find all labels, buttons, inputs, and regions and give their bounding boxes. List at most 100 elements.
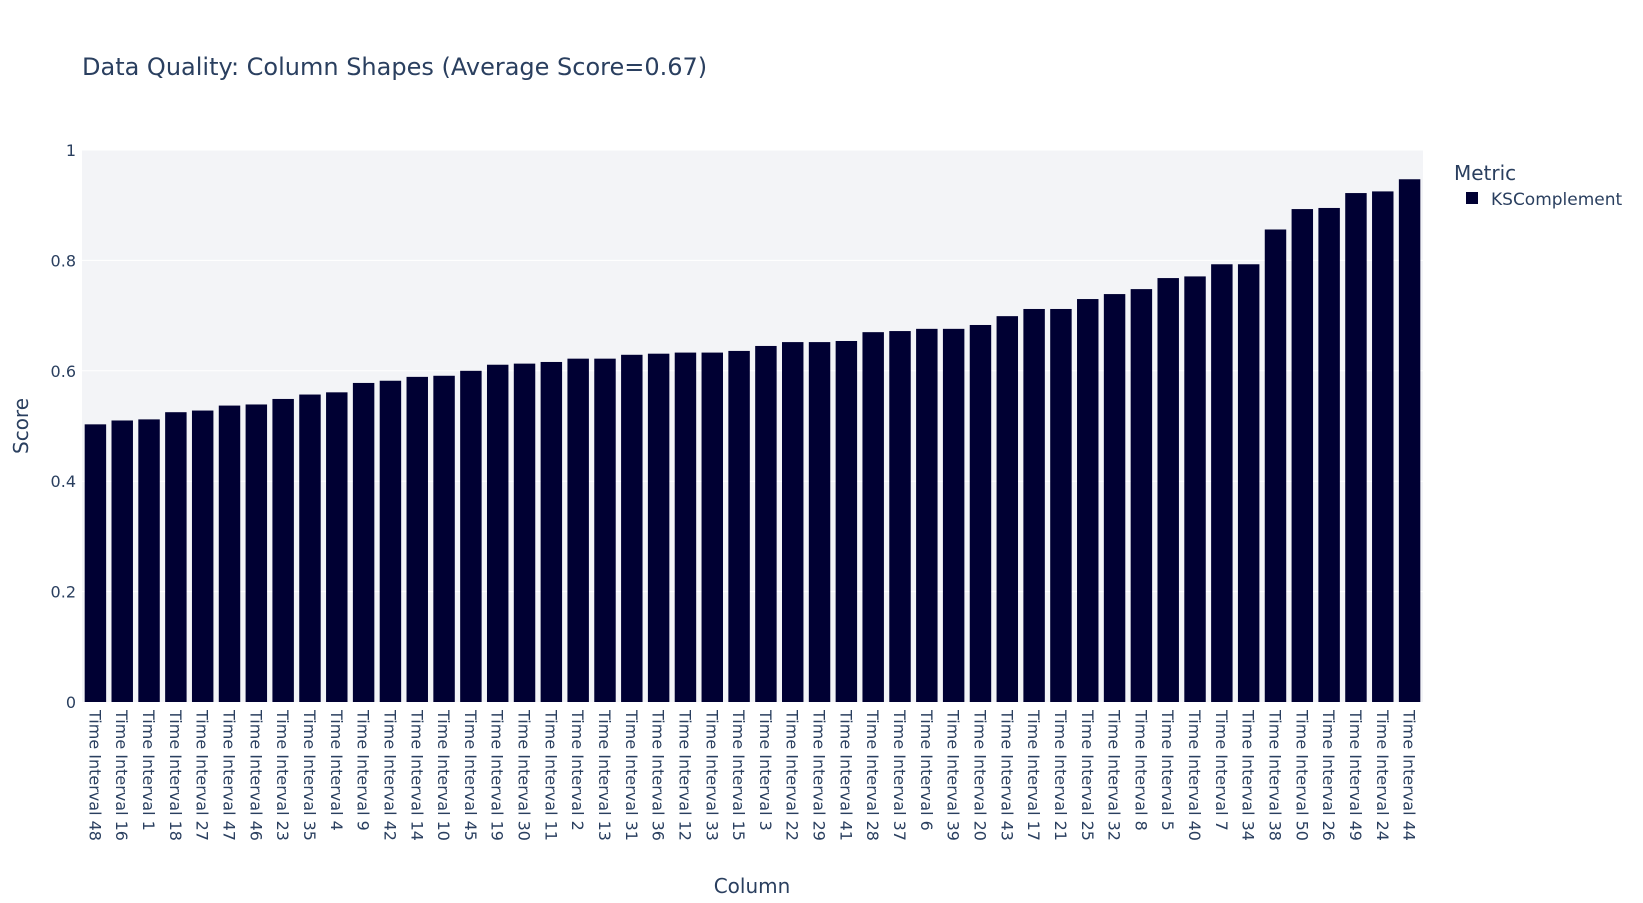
bar[interactable]: [1050, 308, 1072, 702]
bar[interactable]: [433, 375, 455, 702]
bar[interactable]: [1291, 209, 1314, 702]
bar[interactable]: [111, 420, 133, 702]
bar[interactable]: [996, 316, 1019, 702]
bar[interactable]: [1184, 276, 1206, 702]
x-tick-label: Time Interval 8: [1131, 709, 1150, 831]
x-tick-label: Time Interval 50: [1292, 709, 1311, 841]
bar[interactable]: [352, 382, 375, 702]
bar[interactable]: [326, 392, 348, 702]
bar[interactable]: [245, 404, 268, 702]
x-tick-label: Time Interval 48: [85, 709, 104, 841]
bar[interactable]: [1211, 264, 1233, 702]
y-tick-label: 0.6: [51, 362, 76, 381]
legend[interactable]: Metric KSComplement: [1454, 161, 1623, 210]
bar[interactable]: [218, 405, 241, 702]
legend-swatch[interactable]: [1466, 192, 1478, 204]
x-tick-label: Time Interval 39: [944, 709, 963, 841]
y-tick-label: 0.4: [51, 472, 76, 491]
bar[interactable]: [728, 350, 750, 702]
bar[interactable]: [1345, 193, 1367, 702]
x-tick-label: Time Interval 23: [273, 709, 292, 841]
x-tick-label: Time Interval 47: [220, 709, 239, 841]
bar[interactable]: [1077, 299, 1099, 702]
x-tick-label: Time Interval 11: [541, 709, 560, 841]
x-tick-label: Time Interval 49: [1346, 709, 1365, 841]
bar[interactable]: [272, 398, 294, 702]
bar[interactable]: [1103, 294, 1126, 702]
x-tick-label: Time Interval 7: [1212, 709, 1231, 831]
bar[interactable]: [621, 354, 643, 702]
bar[interactable]: [942, 328, 965, 702]
x-axis-title: Column: [714, 874, 791, 898]
bar[interactable]: [647, 353, 670, 702]
bar[interactable]: [889, 331, 911, 702]
x-tick-label: Time Interval 21: [1051, 709, 1070, 841]
bar[interactable]: [299, 394, 321, 702]
x-tick-label: Time Interval 19: [488, 709, 507, 841]
bar[interactable]: [406, 376, 428, 702]
bar[interactable]: [674, 352, 697, 702]
y-tick-label: 0.2: [51, 583, 76, 602]
x-tick-label: Time Interval 14: [407, 709, 426, 841]
x-tick-label: Time Interval 27: [193, 709, 212, 841]
bar[interactable]: [755, 345, 777, 702]
x-tick-label: Time Interval 40: [1185, 709, 1204, 841]
x-tick-label: Time Interval 46: [246, 709, 265, 841]
bar[interactable]: [1157, 278, 1179, 702]
x-tick-label: Time Interval 12: [675, 709, 694, 841]
bar[interactable]: [191, 410, 214, 702]
bar[interactable]: [138, 419, 160, 702]
x-tick-label: Time Interval 36: [649, 709, 668, 841]
x-tick-label: Time Interval 32: [1105, 709, 1124, 841]
bar[interactable]: [701, 352, 723, 702]
bar[interactable]: [862, 332, 884, 702]
y-tick-label: 1: [66, 141, 76, 160]
bar[interactable]: [782, 342, 804, 702]
bar[interactable]: [1264, 229, 1287, 702]
bar[interactable]: [540, 361, 563, 702]
x-tick-label: Time Interval 37: [890, 709, 909, 841]
legend-label-kscomplement[interactable]: KSComplement: [1491, 190, 1623, 210]
x-tick-label: Time Interval 34: [1239, 709, 1258, 841]
x-axis-ticks: Time Interval 48 Time Interval 16 Time Int…: [85, 709, 1418, 841]
bar[interactable]: [1237, 264, 1260, 702]
x-tick-label: Time Interval 6: [917, 709, 936, 831]
x-tick-label: Time Interval 1: [139, 709, 158, 831]
bar[interactable]: [835, 340, 858, 702]
bar[interactable]: [1372, 191, 1394, 702]
x-tick-label: Time Interval 17: [1024, 709, 1043, 841]
x-tick-label: Time Interval 35: [300, 709, 319, 841]
y-axis-title: Score: [9, 398, 33, 454]
chart-title: Data Quality: Column Shapes (Average Sco…: [82, 53, 707, 81]
x-tick-label: Time Interval 2: [568, 709, 587, 831]
x-tick-label: Time Interval 44: [1400, 709, 1419, 841]
x-tick-label: Time Interval 43: [997, 709, 1016, 841]
x-tick-label: Time Interval 45: [461, 709, 480, 841]
bar[interactable]: [486, 364, 509, 702]
x-tick-label: Time Interval 29: [810, 709, 829, 841]
bar[interactable]: [808, 342, 831, 702]
bar[interactable]: [1023, 308, 1045, 702]
y-tick-label: 0.8: [51, 251, 76, 270]
bar[interactable]: [567, 358, 589, 702]
y-tick-label: 0: [66, 693, 76, 712]
bar[interactable]: [594, 358, 616, 702]
x-tick-label: Time Interval 24: [1373, 709, 1392, 841]
bar[interactable]: [1130, 289, 1153, 702]
bar[interactable]: [969, 324, 992, 702]
bar[interactable]: [916, 328, 938, 702]
x-tick-label: Time Interval 30: [515, 709, 534, 841]
x-tick-label: Time Interval 41: [836, 709, 855, 841]
x-tick-label: Time Interval 26: [1319, 709, 1338, 841]
x-tick-label: Time Interval 9: [354, 709, 373, 831]
legend-title: Metric: [1454, 161, 1516, 185]
bar[interactable]: [1398, 179, 1421, 703]
bar[interactable]: [513, 363, 536, 702]
bar[interactable]: [165, 412, 187, 702]
bar[interactable]: [84, 424, 107, 702]
bar[interactable]: [1318, 207, 1340, 702]
x-tick-label: Time Interval 5: [1158, 709, 1177, 831]
x-tick-label: Time Interval 42: [380, 709, 399, 841]
bar[interactable]: [379, 380, 402, 702]
bar[interactable]: [460, 370, 482, 702]
